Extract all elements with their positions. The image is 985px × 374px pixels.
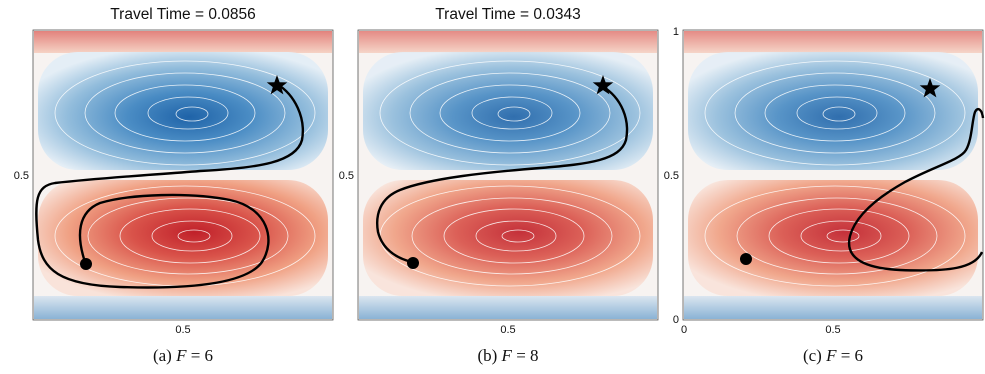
panel-c: 1 0.5 0 0 0.5 (c) F = 6 bbox=[664, 26, 985, 365]
panel-c-y-tick-mid: 0.5 bbox=[664, 170, 679, 182]
panel-b-path bbox=[376, 84, 629, 264]
panel-a-x-tick: 0.5 bbox=[175, 324, 190, 336]
panel-a-star-icon bbox=[266, 75, 288, 95]
panel-b-y-tick: 0.5 bbox=[339, 170, 354, 182]
panel-c-y-tick-bottom: 0 bbox=[673, 314, 679, 326]
panel-b-field bbox=[359, 31, 657, 319]
panel-b-streamlines bbox=[379, 60, 641, 287]
panel-a: Travel Time = 0.0856 bbox=[14, 6, 334, 365]
panel-b: Travel Time = 0.0343 0.5 0.5 bbox=[339, 6, 659, 365]
panel-c-start-marker bbox=[740, 253, 752, 265]
panel-b-star-icon bbox=[592, 75, 614, 95]
panel-b-start-marker bbox=[407, 257, 419, 269]
panel-a-start-marker bbox=[80, 258, 92, 270]
panel-c-x-tick-left: 0 bbox=[681, 324, 687, 336]
panel-a-title: Travel Time = 0.0856 bbox=[110, 6, 255, 23]
panel-b-x-tick: 0.5 bbox=[500, 324, 515, 336]
panel-c-field bbox=[684, 31, 982, 319]
panel-a-y-tick: 0.5 bbox=[14, 170, 29, 182]
panel-a-streamlines bbox=[54, 60, 316, 287]
panel-c-streamlines bbox=[704, 60, 966, 287]
panel-c-caption: (c) F = 6 bbox=[803, 346, 863, 365]
panel-a-path bbox=[35, 82, 304, 289]
panel-c-x-tick-mid: 0.5 bbox=[825, 324, 840, 336]
panel-c-y-tick-top: 1 bbox=[673, 26, 679, 38]
panel-a-field bbox=[34, 31, 332, 319]
panel-a-caption: (a) F = 6 bbox=[153, 346, 213, 365]
panel-b-title: Travel Time = 0.0343 bbox=[435, 6, 580, 23]
panel-c-star-icon bbox=[919, 78, 941, 98]
panel-b-caption: (b) F = 8 bbox=[477, 346, 538, 365]
panel-c-path bbox=[847, 107, 985, 272]
